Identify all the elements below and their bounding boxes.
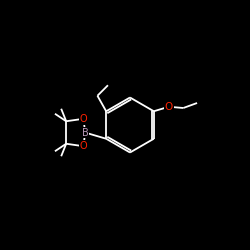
Text: O: O <box>165 102 173 112</box>
Text: B: B <box>82 128 88 138</box>
Text: O: O <box>80 114 88 124</box>
Text: O: O <box>80 141 88 151</box>
